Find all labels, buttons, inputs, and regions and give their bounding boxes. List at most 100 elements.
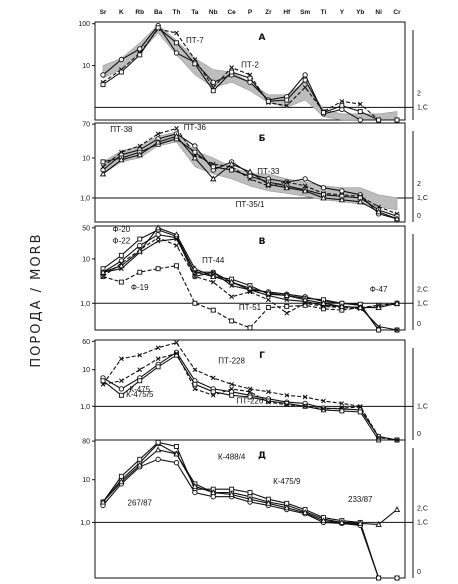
data-point: [302, 85, 308, 90]
series-3: [100, 456, 400, 581]
y-tick-label: 100: [78, 21, 90, 28]
data-point: [210, 269, 216, 275]
data-point: [100, 378, 106, 384]
data-point: [99, 268, 107, 275]
y-tick-label: 1,0: [80, 520, 90, 527]
element-label-Sr: Sr: [100, 9, 107, 16]
series-annotation: 267/87: [128, 498, 153, 507]
panel-label: Г: [259, 351, 265, 361]
data-point: [136, 461, 143, 468]
data-point: [192, 61, 198, 67]
data-point: [192, 489, 198, 496]
data-point: [191, 265, 199, 272]
data-point: [119, 356, 124, 362]
right-tick-label: 0: [417, 213, 421, 220]
data-point: [301, 187, 309, 194]
data-point: [321, 407, 326, 413]
data-point: [118, 69, 124, 75]
data-point: [265, 98, 271, 104]
data-point: [210, 389, 216, 395]
data-point: [137, 242, 143, 249]
right-tick-label: 1,С: [417, 104, 428, 111]
series-line: [102, 352, 398, 441]
data-point: [229, 392, 235, 398]
series-line: [102, 24, 397, 121]
series-annotation: К-475: [129, 385, 150, 394]
series-line: [102, 458, 397, 579]
series-annotation: ПТ-2: [241, 60, 259, 69]
data-point: [192, 367, 198, 373]
data-point: [173, 50, 180, 56]
data-point: [321, 110, 326, 116]
data-point: [137, 456, 143, 462]
element-label-Ce: Ce: [227, 9, 236, 16]
data-point: [118, 156, 125, 163]
data-point: [320, 299, 327, 306]
series-6: [99, 224, 401, 311]
data-point: [174, 340, 179, 346]
element-label-Sm: Sm: [300, 9, 310, 16]
data-point: [155, 456, 161, 462]
series-line: [102, 441, 397, 579]
data-point: [302, 176, 308, 182]
series-annotation: 233/87: [348, 495, 373, 504]
element-label-K: K: [119, 9, 124, 16]
data-point: [191, 154, 199, 161]
series-4: [99, 132, 401, 222]
right-tick-label: 1,С: [417, 403, 428, 410]
data-point: [357, 109, 363, 114]
data-point: [118, 386, 125, 392]
data-point: [302, 403, 308, 409]
data-point: [376, 327, 382, 333]
data-point: [136, 247, 143, 254]
data-point: [246, 168, 254, 175]
data-point: [174, 126, 179, 131]
data-point: [229, 167, 235, 173]
data-point: [229, 486, 235, 492]
data-point: [118, 478, 125, 485]
data-point: [173, 460, 180, 466]
series-annotation: ПТ-33: [257, 167, 280, 176]
data-point: [174, 444, 179, 449]
data-point: [119, 378, 124, 384]
series-annotation: К-475/5: [126, 390, 154, 399]
series-annotation: ПТ-7: [186, 36, 204, 45]
data-point: [99, 170, 107, 177]
panel-label: В: [259, 237, 266, 247]
data-point: [284, 303, 290, 309]
right-tick-label: 1,С: [417, 300, 428, 307]
data-point: [210, 279, 216, 285]
data-point: [210, 175, 217, 182]
data-point: [302, 72, 308, 78]
data-point: [100, 274, 106, 279]
series-annotation: ПТ-38: [110, 125, 133, 134]
right-tick-label: 2,С: [417, 286, 428, 293]
right-tick-label: 2,С: [417, 505, 428, 512]
series-line: [102, 449, 398, 525]
series-annotation: ПТ-36: [184, 123, 207, 132]
data-point: [210, 79, 216, 85]
data-point: [320, 194, 327, 201]
data-point: [210, 164, 216, 170]
panel-2: 70 10 1,0 2 1,С 0 Б ПТ-38 ПТ-36 ПТ-33 ПТ-35/1: [80, 122, 428, 223]
data-point: [210, 375, 216, 381]
data-point: [301, 509, 309, 516]
data-point: [376, 117, 382, 123]
data-point: [283, 504, 290, 511]
data-point: [174, 40, 179, 46]
data-point: [154, 224, 162, 231]
series-3: [100, 263, 400, 331]
data-point: [393, 506, 401, 513]
data-point: [192, 274, 198, 279]
element-label-P: P: [248, 9, 253, 16]
element-label-Rb: Rb: [135, 9, 144, 16]
series-line: [102, 265, 398, 329]
data-point: [155, 266, 161, 272]
data-point: [339, 408, 345, 414]
data-point: [247, 394, 253, 400]
data-point: [191, 482, 199, 489]
data-point: [284, 392, 290, 398]
data-point: [284, 179, 290, 185]
